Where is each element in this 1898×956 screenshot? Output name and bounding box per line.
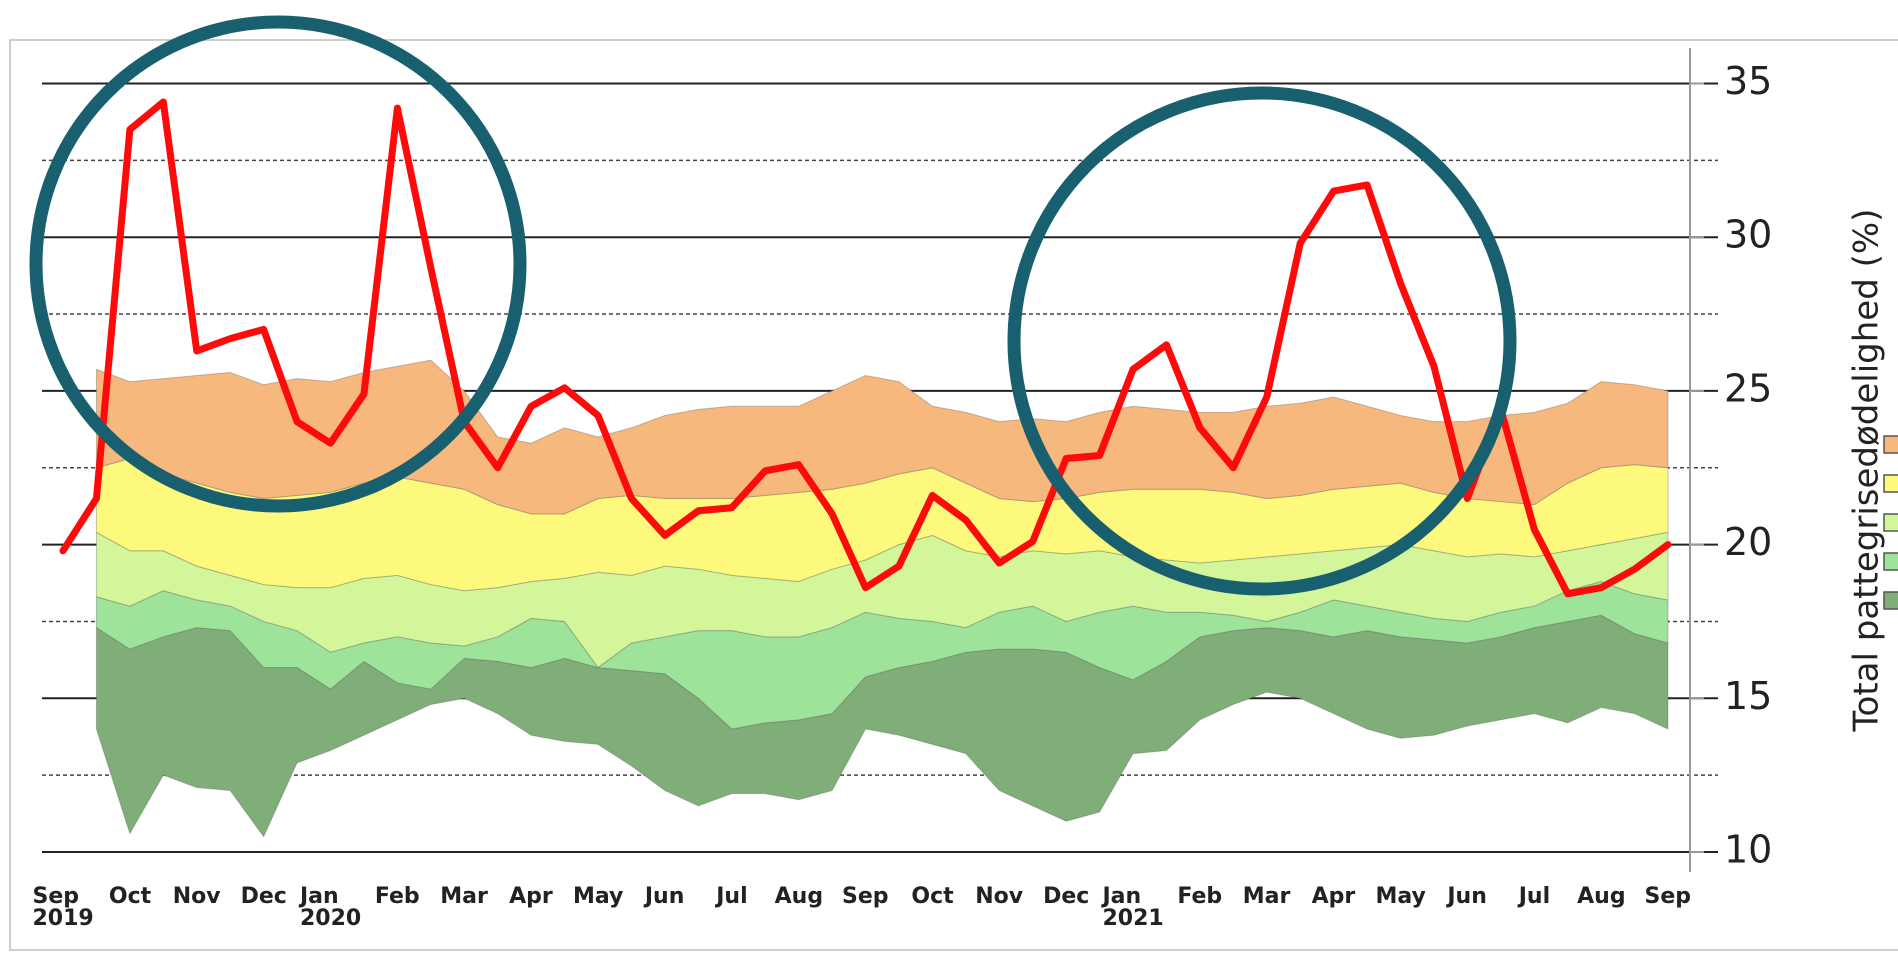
legend-swatch — [1883, 474, 1898, 493]
x-tick-label: Oct — [911, 884, 954, 909]
x-tick-label: Aug — [1577, 884, 1626, 909]
x-tick-label: Sep — [1644, 884, 1692, 909]
x-tick-label: Feb — [374, 884, 420, 909]
x-tick-label: Jun — [644, 884, 685, 909]
legend-swatch — [1883, 435, 1898, 454]
x-tick-label: Mar — [440, 884, 488, 909]
x-tick-label: Jul — [1518, 884, 1551, 909]
x-tick-label: Sep 2019 — [32, 884, 94, 931]
data-line — [59, 98, 1672, 598]
highlight-circle — [1007, 86, 1517, 596]
y-tick-label: 10 — [1724, 828, 1772, 872]
x-tick-label: Feb — [1177, 884, 1223, 909]
y-tick-label: 25 — [1724, 366, 1772, 410]
x-tick-label: Oct — [108, 884, 152, 909]
y-tick-label: 20 — [1724, 520, 1772, 564]
x-tick-label: Mar — [1242, 884, 1291, 909]
y-ticks: 10 15 20 25 30 35 — [1690, 59, 1772, 872]
x-tick-label: Jul — [716, 884, 748, 909]
x-tick-label: Aug — [774, 884, 824, 909]
chart-frame — [9, 39, 1898, 951]
x-tick-label: Apr — [509, 884, 553, 909]
lines — [59, 98, 1672, 598]
y-tick-label: 30 — [1724, 213, 1772, 257]
x-tick-label: Dec — [240, 884, 287, 909]
bands — [95, 359, 1669, 838]
x-tick-label: Jun — [1447, 884, 1487, 909]
x-tick-label: Sep — [842, 884, 889, 909]
legend-swatch — [1883, 552, 1898, 571]
x-tick-label: Dec — [1043, 884, 1090, 909]
x-tick-label: Jan 2020 — [300, 884, 362, 931]
x-tick-label: May — [573, 884, 624, 909]
x-tick-label: May — [1375, 884, 1426, 909]
y-tick-label: 35 — [1724, 59, 1772, 103]
legend-swatch — [1883, 591, 1898, 610]
x-tick-label: Nov — [975, 884, 1024, 909]
x-tick-label: Jan 2021 — [1102, 884, 1164, 931]
legend-swatch — [1883, 513, 1898, 532]
y-tick-label: 15 — [1724, 674, 1772, 718]
y-axis-label: Total pattegrisedødelighed (%) — [1847, 209, 1887, 733]
highlight-circle — [29, 15, 527, 513]
x-tick-label: Apr — [1311, 884, 1356, 909]
legend — [1883, 435, 1898, 610]
band-area — [95, 359, 1669, 515]
x-tick-label: Nov — [172, 884, 221, 909]
